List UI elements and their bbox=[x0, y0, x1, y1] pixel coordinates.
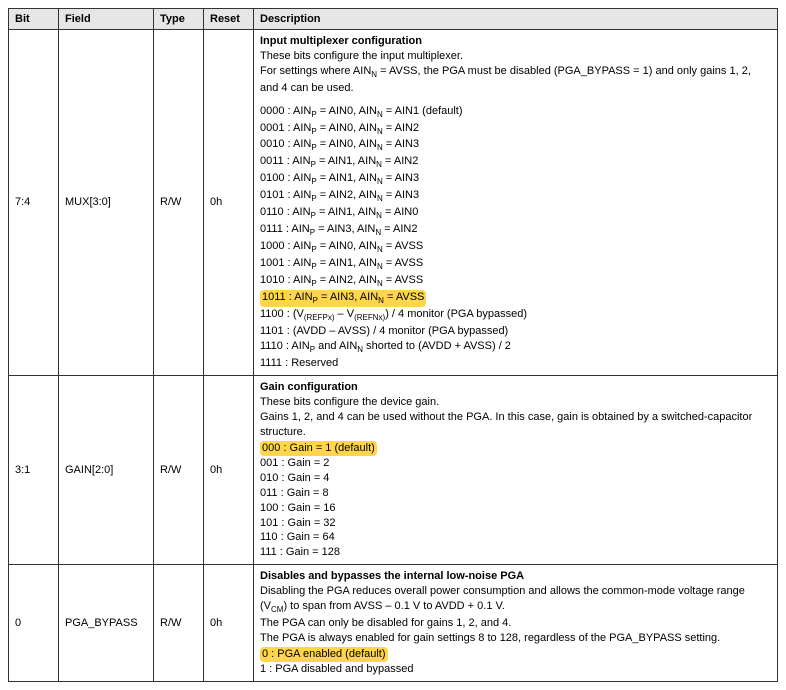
desc-intro-line: The PGA can only be disabled for gains 1… bbox=[260, 616, 771, 631]
desc-option-line: 0111 : AINP = AIN3, AINN = AIN2 bbox=[260, 222, 771, 239]
desc-option-line: 111 : Gain = 128 bbox=[260, 545, 771, 560]
cell-field: MUX[3:0] bbox=[59, 30, 154, 376]
desc-option-line: 011 : Gain = 8 bbox=[260, 486, 771, 501]
register-table: Bit Field Type Reset Description 7:4MUX[… bbox=[8, 8, 778, 682]
desc-option-line: 0011 : AINP = AIN1, AINN = AIN2 bbox=[260, 154, 771, 171]
desc-option-line: 0000 : AINP = AIN0, AINN = AIN1 (default… bbox=[260, 104, 771, 121]
cell-description: Gain configurationThese bits configure t… bbox=[254, 375, 778, 564]
desc-intro-line: Disabling the PGA reduces overall power … bbox=[260, 584, 771, 616]
desc-option-line: 010 : Gain = 4 bbox=[260, 471, 771, 486]
table-body: 7:4MUX[3:0]R/W0hInput multiplexer config… bbox=[9, 30, 778, 682]
desc-option-line: 001 : Gain = 2 bbox=[260, 456, 771, 471]
highlighted-option: 0 : PGA enabled (default) bbox=[260, 647, 388, 662]
desc-option-line: 1100 : (V(REFPx) – V(REFNx)) / 4 monitor… bbox=[260, 307, 771, 324]
desc-option-line: 1011 : AINP = AIN3, AINN = AVSS bbox=[260, 290, 771, 307]
desc-option-line: 101 : Gain = 32 bbox=[260, 516, 771, 531]
desc-option-line: 1 : PGA disabled and bypassed bbox=[260, 662, 771, 677]
header-type: Type bbox=[154, 9, 204, 30]
desc-option-line: 1000 : AINP = AIN0, AINN = AVSS bbox=[260, 239, 771, 256]
desc-title: Gain configuration bbox=[260, 380, 771, 395]
cell-type: R/W bbox=[154, 565, 204, 682]
cell-description: Input multiplexer configurationThese bit… bbox=[254, 30, 778, 376]
desc-title: Disables and bypasses the internal low-n… bbox=[260, 569, 771, 584]
header-reset: Reset bbox=[204, 9, 254, 30]
cell-bit: 7:4 bbox=[9, 30, 59, 376]
desc-option-line: 0110 : AINP = AIN1, AINN = AIN0 bbox=[260, 205, 771, 222]
desc-intro-line: The PGA is always enabled for gain setti… bbox=[260, 631, 771, 646]
desc-option-line: 0101 : AINP = AIN2, AINN = AIN3 bbox=[260, 188, 771, 205]
desc-option-line: 0100 : AINP = AIN1, AINN = AIN3 bbox=[260, 171, 771, 188]
desc-intro-line: Gains 1, 2, and 4 can be used without th… bbox=[260, 410, 771, 440]
cell-type: R/W bbox=[154, 375, 204, 564]
header-desc: Description bbox=[254, 9, 778, 30]
desc-option-line: 000 : Gain = 1 (default) bbox=[260, 441, 771, 456]
desc-option-line: 0001 : AINP = AIN0, AINN = AIN2 bbox=[260, 121, 771, 138]
desc-option-line: 1001 : AINP = AIN1, AINN = AVSS bbox=[260, 256, 771, 273]
highlighted-option: 1011 : AINP = AIN3, AINN = AVSS bbox=[260, 290, 426, 307]
desc-option-line: 0 : PGA enabled (default) bbox=[260, 647, 771, 662]
cell-field: PGA_BYPASS bbox=[59, 565, 154, 682]
header-field: Field bbox=[59, 9, 154, 30]
cell-field: GAIN[2:0] bbox=[59, 375, 154, 564]
highlighted-option: 000 : Gain = 1 (default) bbox=[260, 441, 377, 456]
desc-intro-line: For settings where AINN = AVSS, the PGA … bbox=[260, 64, 771, 96]
desc-option-line: 110 : Gain = 64 bbox=[260, 530, 771, 545]
cell-reset: 0h bbox=[204, 30, 254, 376]
desc-option-line: 0010 : AINP = AIN0, AINN = AIN3 bbox=[260, 137, 771, 154]
desc-option-line: 100 : Gain = 16 bbox=[260, 501, 771, 516]
cell-type: R/W bbox=[154, 30, 204, 376]
cell-description: Disables and bypasses the internal low-n… bbox=[254, 565, 778, 682]
desc-title: Input multiplexer configuration bbox=[260, 34, 771, 49]
table-header: Bit Field Type Reset Description bbox=[9, 9, 778, 30]
cell-bit: 0 bbox=[9, 565, 59, 682]
desc-option-line: 1101 : (AVDD – AVSS) / 4 monitor (PGA by… bbox=[260, 324, 771, 339]
desc-intro-line: These bits configure the device gain. bbox=[260, 395, 771, 410]
table-row: 7:4MUX[3:0]R/W0hInput multiplexer config… bbox=[9, 30, 778, 376]
cell-reset: 0h bbox=[204, 375, 254, 564]
cell-reset: 0h bbox=[204, 565, 254, 682]
desc-option-line: 1010 : AINP = AIN2, AINN = AVSS bbox=[260, 273, 771, 290]
table-row: 3:1GAIN[2:0]R/W0hGain configurationThese… bbox=[9, 375, 778, 564]
table-row: 0PGA_BYPASSR/W0h Disables and bypasses th… bbox=[9, 565, 778, 682]
desc-option-line: 1111 : Reserved bbox=[260, 356, 771, 371]
cell-bit: 3:1 bbox=[9, 375, 59, 564]
desc-intro-line: These bits configure the input multiplex… bbox=[260, 49, 771, 64]
spacer bbox=[260, 96, 771, 104]
desc-option-line: 1110 : AINP and AINN shorted to (AVDD + … bbox=[260, 339, 771, 356]
header-bit: Bit bbox=[9, 9, 59, 30]
